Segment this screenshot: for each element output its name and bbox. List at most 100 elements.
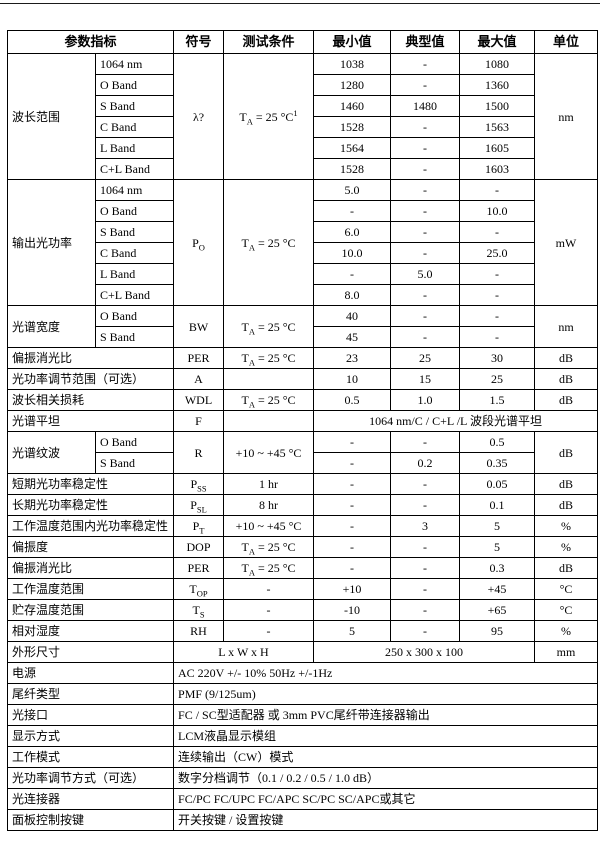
value-cell: FC/PC FC/UPC FC/APC SC/PC SC/APC或其它 (173, 788, 599, 810)
table-row: O Band - -10.0 (8, 200, 598, 222)
spec-table: 参数指标 符号 测试条件 最小值 典型值 最大值 单位 波长范围 1064 nm λ? TA = 2… (6, 30, 599, 831)
table-row: L Band 1564-1605 (8, 137, 598, 159)
symbol-cell: λ? (173, 53, 225, 180)
symbol-cell: R (173, 431, 225, 474)
unit-cell: °C (534, 578, 599, 600)
symbol-subscript: T (199, 525, 205, 536)
band-cell: S Band (94, 221, 175, 243)
band-cell: C Band (94, 242, 175, 264)
min-cell: - (313, 431, 392, 453)
header-symbol: 符号 (173, 30, 225, 54)
unit-cell: dB (534, 347, 599, 369)
min-cell: - (313, 557, 392, 579)
symbol-subscript: A (248, 546, 255, 557)
typ-cell: - (390, 494, 461, 516)
typ-cell: - (390, 620, 461, 642)
symbol-cell: PER (173, 557, 225, 579)
min-cell: 1038 (313, 53, 392, 75)
table-row: 长期光功率稳定性 PSL 8 hr - -0.1 dB (6, 494, 599, 516)
symbol-subscript: A (248, 241, 255, 252)
table-row: 光接口 FC / SC型适配器 或 3mm PVC尾纤带连接器输出 (6, 704, 599, 726)
min-cell: 1460 (313, 95, 392, 117)
min-cell: +10 (313, 578, 392, 600)
unit-cell: nm (534, 305, 599, 348)
table-row: 偏振消光比 PER TA = 25 °C 23 25 30 dB (6, 347, 599, 369)
param-cell: 光谱纹波 (7, 431, 96, 474)
typ-cell: - (390, 557, 461, 579)
min-cell: 23 (313, 347, 392, 369)
condition-cell: - (223, 620, 315, 642)
unit-cell: mW (534, 179, 599, 306)
typ-cell: 15 (390, 368, 461, 390)
max-cell: 0.05 (459, 473, 536, 495)
band-cell: O Band (94, 305, 175, 327)
unit-cell: dB (534, 368, 599, 390)
max-cell: - (459, 221, 536, 243)
table-row: 光谱平坦 F 1064 nm/C / C+L /L 波段光谱平坦 (6, 410, 599, 432)
max-cell: 0.5 (459, 431, 536, 453)
param-cell: 波长相关损耗 (6, 389, 175, 411)
typ-cell: - (390, 242, 461, 264)
param-cell: 短期光功率稳定性 (6, 473, 175, 495)
typ-cell: - (390, 116, 461, 138)
band-cell: O Band (94, 200, 175, 222)
min-cell: 8.0 (313, 284, 392, 306)
typ-cell: - (390, 221, 461, 243)
table-row: S Band -0.2 0.35 (8, 452, 598, 474)
param-cell: 偏振消光比 (6, 557, 175, 579)
table-row: C Band 10.0-25.0 (8, 242, 598, 264)
value-cell: 开关按键 / 设置按键 (173, 809, 599, 831)
typ-cell: - (390, 53, 461, 75)
band-cell: 1064 nm (94, 53, 175, 75)
table-row: 偏振消光比 PER TA = 25 °C - -0.3 dB (6, 557, 599, 579)
max-cell: 0.3 (459, 557, 536, 579)
condition-cell: TA = 25 °C (223, 347, 315, 369)
param-cell: 电源 (6, 662, 175, 684)
min-cell: 45 (313, 326, 392, 348)
header-row: 参数指标 符号 测试条件 最小值 典型值 最大值 单位 (6, 30, 599, 54)
header-param: 参数指标 (6, 30, 175, 54)
table-row: 尾纤类型 PMF (9/125um) (6, 683, 599, 705)
typ-cell: - (390, 431, 461, 453)
max-cell: +45 (459, 578, 536, 600)
param-cell: 波长范围 (7, 53, 96, 180)
table-row: S Band 45- - (8, 326, 598, 348)
symbol-subscript: A (248, 357, 255, 368)
typ-cell: - (390, 305, 461, 327)
typ-cell: 3 (390, 515, 461, 537)
symbol-subscript: O (198, 241, 205, 252)
condition-cell: - (223, 599, 315, 621)
unit-cell: dB (534, 494, 599, 516)
symbol-cell: TOP (173, 578, 225, 600)
table-row: C Band 1528-1563 (8, 116, 598, 138)
min-cell: -10 (313, 599, 392, 621)
param-cell: 工作模式 (6, 746, 175, 768)
param-cell: 光功率调节范围（可选） (6, 368, 175, 390)
param-cell: 工作温度范围内光功率稳定性 (6, 515, 175, 537)
min-cell: - (313, 452, 392, 474)
max-cell: 1500 (459, 95, 536, 117)
table-row: 外形尺寸 L x W x H 250 x 300 x 100 mm (6, 641, 599, 663)
band-cell: C+L Band (94, 284, 175, 306)
param-cell: 输出光功率 (7, 179, 96, 306)
header-typical: 典型值 (390, 30, 461, 54)
typ-cell: 1480 (390, 95, 461, 117)
value-cell: FC / SC型适配器 或 3mm PVC尾纤带连接器输出 (173, 704, 599, 726)
dimension-value-cell: 250 x 300 x 100 (313, 641, 536, 663)
max-cell: 0.1 (459, 494, 536, 516)
typ-cell: 0.2 (390, 452, 461, 474)
min-cell: - (313, 263, 392, 285)
band-cell: C Band (94, 116, 175, 138)
condition-cell: TA = 25 °C (223, 389, 315, 411)
condition-cell: TA = 25 °C (223, 179, 315, 306)
symbol-cell: PSS (173, 473, 225, 495)
table-row: C+L Band 8.0- - (8, 284, 598, 306)
max-cell: 30 (459, 347, 536, 369)
table-row: 工作温度范围 TOP - +10- +45 °C (6, 578, 599, 600)
symbol-cell: PSL (173, 494, 225, 516)
table-row: 光功率调节范围（可选） A 10 15 25 dB (6, 368, 599, 390)
value-cell: 数字分档调节（0.1 / 0.2 / 0.5 / 1.0 dB） (173, 767, 599, 789)
param-cell: 长期光功率稳定性 (6, 494, 175, 516)
value-cell: AC 220V +/- 10% 50Hz +/-1Hz (173, 662, 599, 684)
unit-cell: dB (534, 473, 599, 495)
